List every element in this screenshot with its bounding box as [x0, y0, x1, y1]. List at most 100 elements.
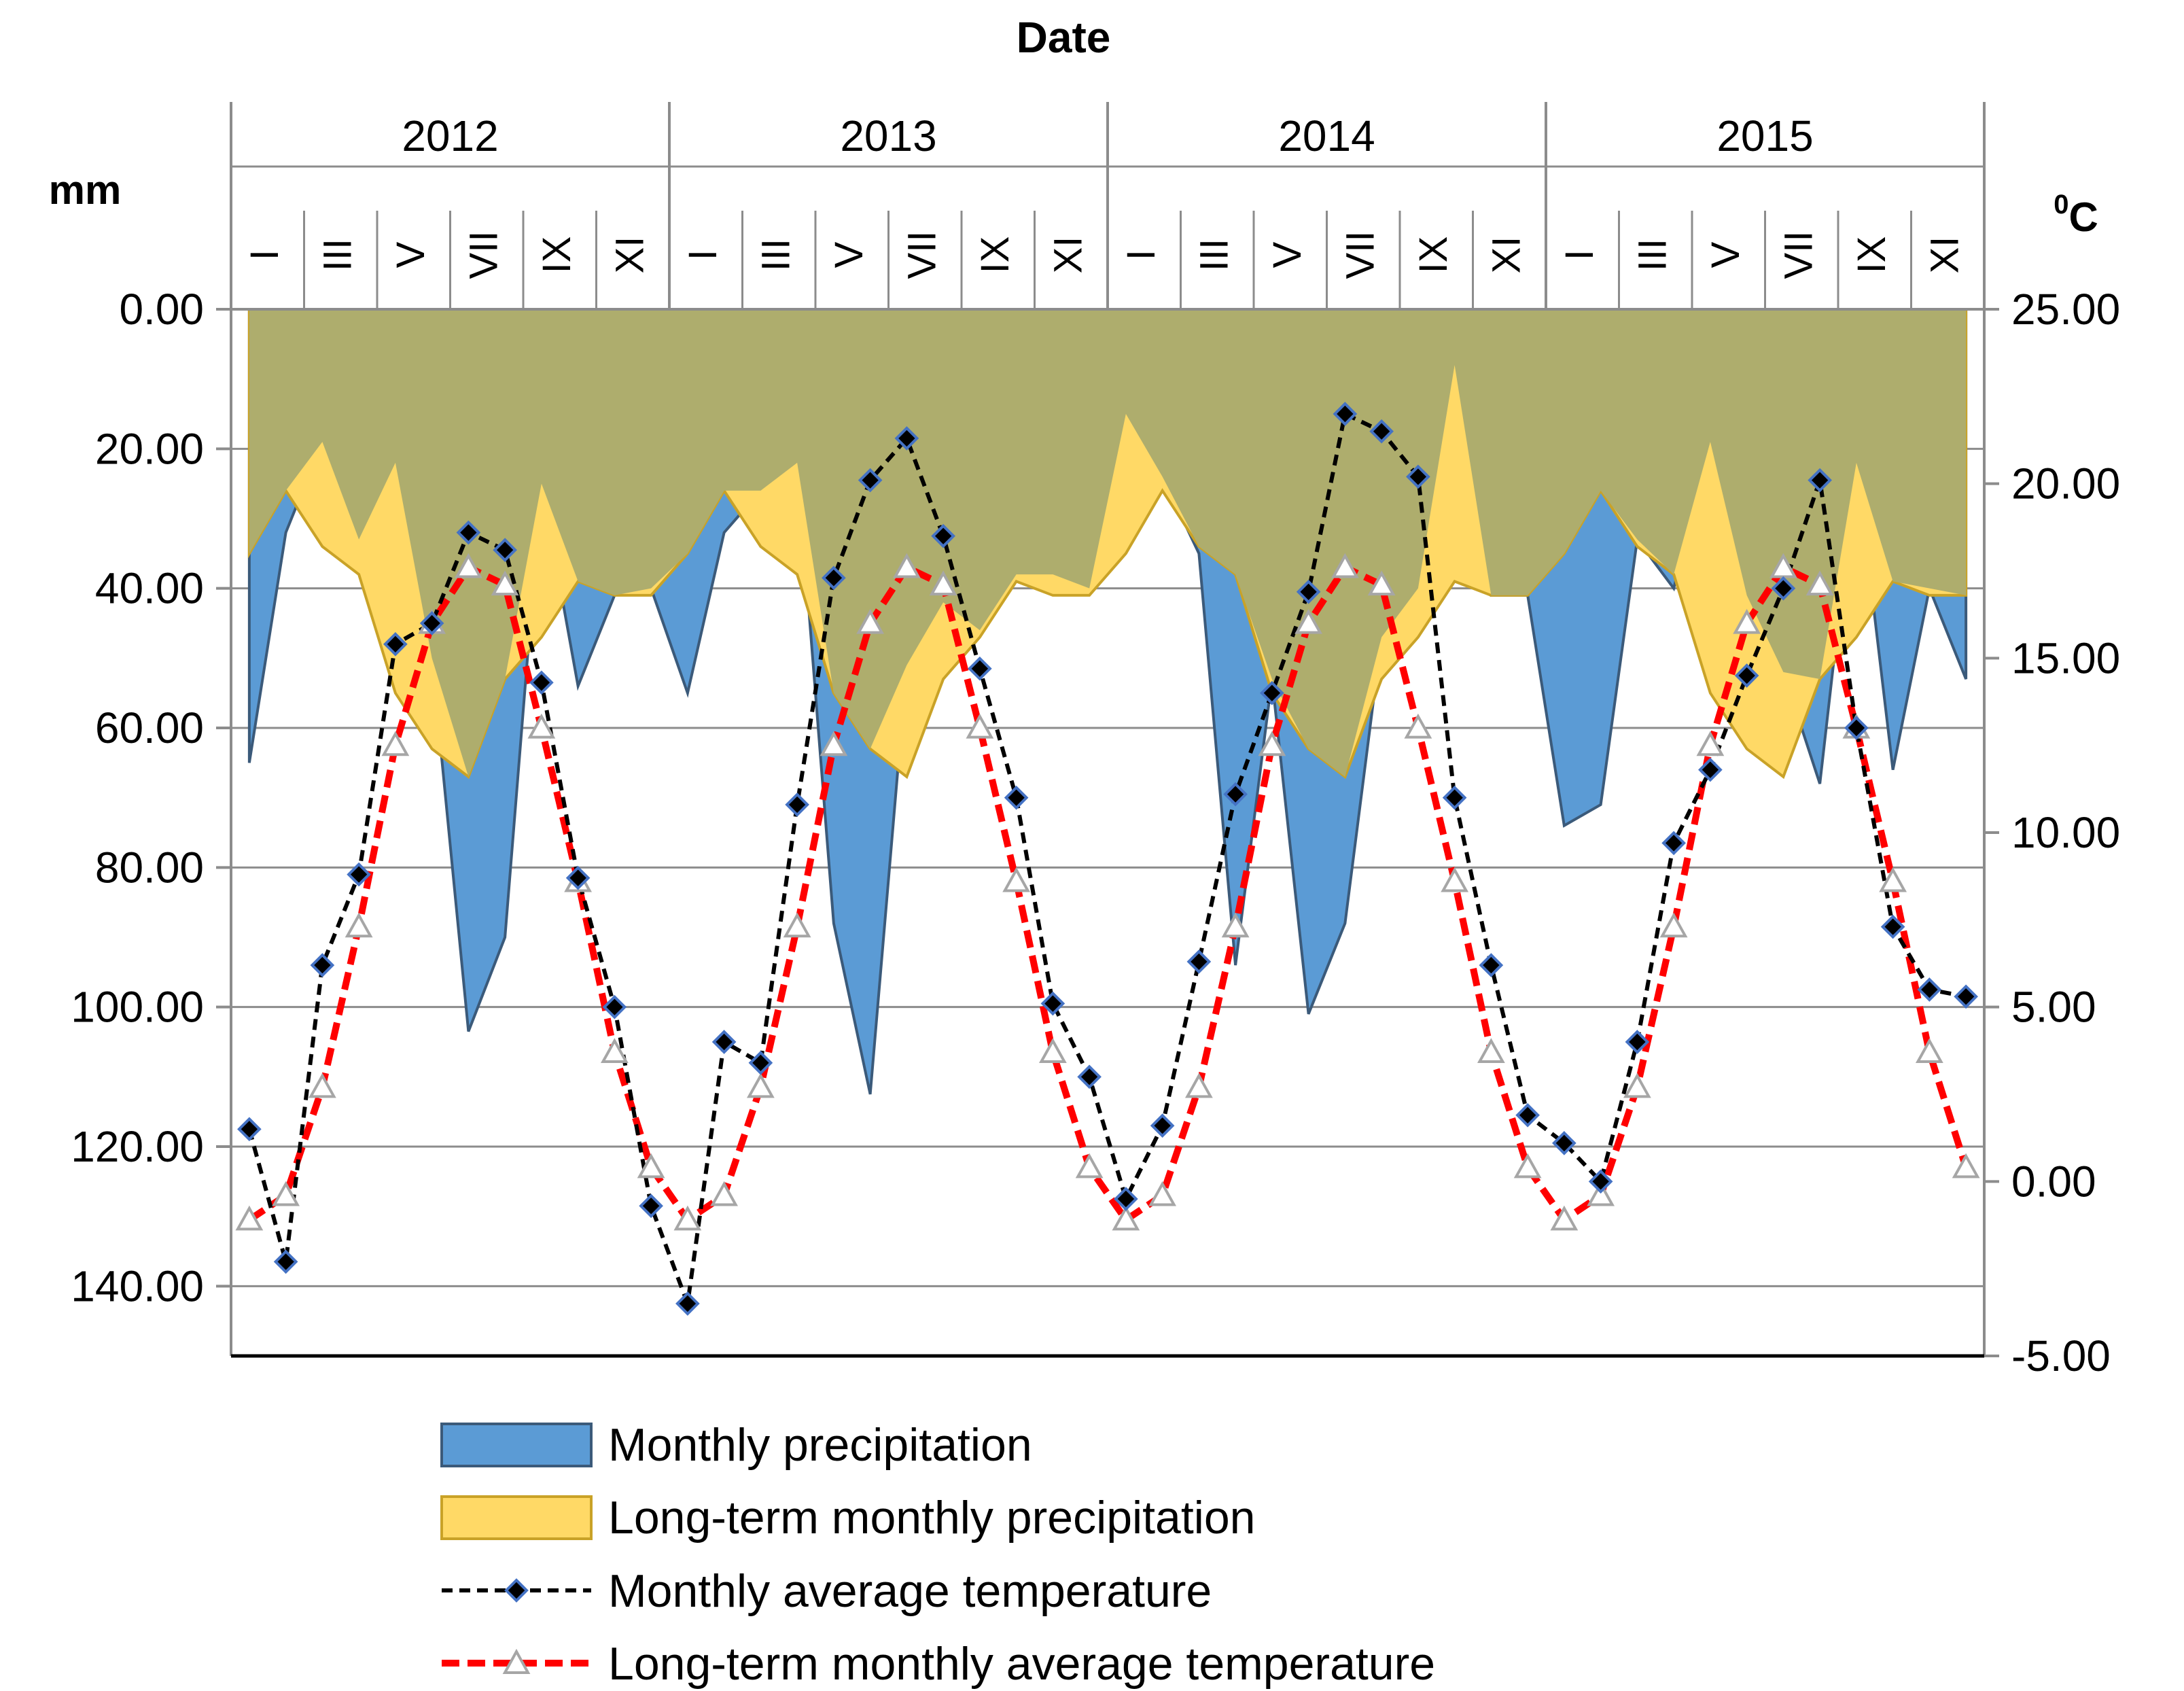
left-tick-label: 120.00: [71, 1122, 204, 1171]
longterm-temperature-marker: [1625, 1076, 1649, 1097]
monthly-temperature-marker: [1188, 952, 1209, 972]
legend-swatch-longterm-precipitation: [442, 1497, 591, 1539]
left-tick-label: 140.00: [71, 1261, 204, 1310]
longterm-temperature-marker: [1151, 1184, 1174, 1205]
left-tick-label: 60.00: [95, 703, 204, 752]
right-tick-label: 10.00: [2011, 808, 2120, 857]
month-label: XI: [608, 237, 652, 274]
monthly-temperature-marker: [1663, 833, 1684, 853]
right-tick-label: 0.00: [2011, 1157, 2096, 1206]
monthly-temperature-marker: [677, 1293, 698, 1314]
precipitation-areas: [249, 309, 1966, 1094]
longterm-temperature-marker: [1479, 1041, 1502, 1062]
month-label: VII: [900, 231, 945, 279]
month-label: XI: [1923, 237, 1967, 274]
longterm-temperature-marker: [1005, 870, 1028, 891]
month-label: I: [681, 249, 725, 260]
right-tick-label: 5.00: [2011, 983, 2096, 1032]
legend-label-longterm-temperature: Long-term monthly average temperature: [608, 1638, 1435, 1690]
longterm-temperature-marker: [968, 716, 991, 737]
longterm-temperature-marker: [749, 1076, 772, 1097]
month-label: IX: [535, 237, 579, 274]
left-tick-label: 20.00: [95, 424, 204, 473]
right-tick-label: 20.00: [2011, 459, 2120, 508]
monthly-temperature-marker: [239, 1119, 260, 1139]
year-label: 2014: [1278, 111, 1375, 160]
monthly-temperature-marker: [1079, 1066, 1099, 1087]
month-label: V: [1265, 241, 1309, 268]
monthly-temperature-marker: [604, 997, 624, 1017]
monthly-temperature-marker: [641, 1196, 661, 1216]
longterm-temperature-marker: [1078, 1156, 1101, 1177]
right-axis-unit: 0C: [2054, 190, 2098, 240]
monthly-temperature-marker: [1445, 788, 1465, 808]
legend: Monthly precipitation Long-term monthly p…: [442, 1419, 1435, 1690]
month-label: III: [1193, 239, 1237, 271]
right-tick-label: 15.00: [2011, 633, 2120, 682]
longterm-temperature-marker: [311, 1076, 334, 1097]
month-label: VII: [462, 231, 506, 279]
longterm-temperature-marker: [1699, 734, 1722, 755]
right-axis-unit-base: C: [2068, 194, 2098, 240]
monthly-temperature-marker: [1700, 760, 1721, 780]
left-tick-label: 40.00: [95, 564, 204, 613]
year-label: 2015: [1716, 111, 1813, 160]
legend-label-longterm-precipitation: Long-term monthly precipitation: [608, 1492, 1255, 1544]
month-label: VII: [1777, 231, 1821, 279]
longterm-temperature-marker: [1918, 1041, 1941, 1062]
left-tick-label: 0.00: [119, 285, 204, 334]
monthly-temperature-marker: [714, 1032, 735, 1052]
left-axis-unit: mm: [49, 167, 122, 213]
month-label: XI: [1485, 237, 1529, 274]
monthly-temperature-marker: [1517, 1105, 1538, 1126]
legend-label-monthly-temperature: Monthly average temperature: [608, 1565, 1212, 1617]
longterm-temperature-marker: [1662, 916, 1685, 937]
right-tick-label: 25.00: [2011, 285, 2120, 334]
monthly-temperature-marker: [531, 672, 552, 693]
month-label: IX: [1850, 237, 1894, 274]
month-label: XI: [1046, 237, 1091, 274]
longterm-temperature-marker: [786, 916, 809, 937]
month-label: III: [1631, 239, 1675, 271]
monthly-temperature-marker: [312, 955, 332, 975]
month-label: V: [1704, 241, 1748, 268]
year-label: 2012: [402, 111, 498, 160]
month-label: IX: [973, 237, 1017, 274]
month-label: VII: [1339, 231, 1383, 279]
longterm-temperature-marker: [1041, 1041, 1064, 1062]
longterm-temperature-marker: [1187, 1076, 1210, 1097]
monthly-temperature-marker: [1006, 788, 1027, 808]
longterm-temperature-marker: [1516, 1156, 1539, 1177]
legend-swatch-monthly-precipitation: [442, 1424, 591, 1466]
longterm-temperature-marker: [1954, 1156, 1977, 1177]
month-label: V: [827, 241, 871, 268]
monthly-temperature-marker: [787, 795, 807, 815]
monthly-temperature-marker: [1481, 955, 1501, 975]
longterm-temperature-marker: [713, 1184, 736, 1205]
left-tick-label: 80.00: [95, 843, 204, 892]
left-tick-label: 100.00: [71, 983, 204, 1032]
monthly-temperature-marker: [1956, 986, 1976, 1007]
monthly-temperature-marker: [1919, 979, 1939, 1000]
month-label: IX: [1411, 237, 1456, 274]
chart-title: Date: [1017, 13, 1111, 62]
longterm-temperature-marker: [1443, 870, 1466, 891]
longterm-temperature-marker: [384, 734, 407, 755]
monthly-temperature-marker: [276, 1251, 296, 1272]
monthly-temperature-marker: [1152, 1115, 1173, 1136]
right-tick-label: -5.00: [2011, 1331, 2111, 1380]
legend-marker-monthly-temperature: [506, 1580, 527, 1601]
climate-chart: Date mm 0C 0.00 20.00 40.00 60.00 80.00 100.00 12…: [0, 0, 2184, 1691]
month-label: I: [1557, 249, 1602, 260]
longterm-temperature-marker: [1224, 916, 1247, 937]
legend-label-monthly-precipitation: Monthly precipitation: [608, 1419, 1032, 1471]
year-label: 2013: [840, 111, 936, 160]
right-axis-unit-superscript: 0: [2054, 190, 2068, 220]
month-label: I: [1119, 249, 1163, 260]
month-label: III: [316, 239, 360, 271]
month-label: V: [389, 241, 433, 268]
longterm-temperature-marker: [347, 916, 370, 937]
longterm-temperature-marker: [1407, 716, 1430, 737]
month-label: III: [754, 239, 798, 271]
monthly-temperature-marker: [970, 659, 990, 679]
